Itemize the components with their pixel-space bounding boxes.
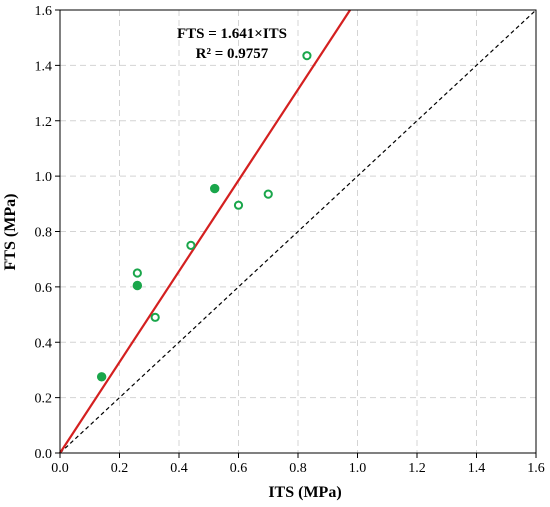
y-tick-label-2: 0.4 <box>35 336 53 351</box>
regression-line-layer <box>59 9 351 454</box>
filled-point-0 <box>96 372 107 382</box>
open-point-3 <box>233 200 244 210</box>
y-tick-label-0: 0.0 <box>35 447 53 462</box>
x-tick-label-6: 1.2 <box>408 461 426 476</box>
r-squared-label: R² = 0.9757 <box>196 46 269 62</box>
y-tick-label-7: 1.4 <box>35 59 53 74</box>
regression-equation: FTS = 1.641×ITS <box>177 26 287 42</box>
y-axis-label: FTS (MPa) <box>2 194 19 271</box>
y-tick-label-6: 1.2 <box>35 115 53 130</box>
y-tick-label-5: 1.0 <box>35 170 53 185</box>
x-tick-label-5: 1.0 <box>349 461 367 476</box>
x-tick-label-4: 0.8 <box>289 461 307 476</box>
x-tick-label-7: 1.4 <box>468 461 486 476</box>
axis-ticks <box>55 9 537 458</box>
y-tick-labels: 0.0 0.2 0.4 0.6 0.8 1.0 1.2 1.4 1.6 <box>35 4 53 462</box>
x-tick-label-2: 0.4 <box>170 461 188 476</box>
regression-line <box>59 9 351 454</box>
reference-line <box>59 9 537 454</box>
x-tick-label-3: 0.6 <box>230 461 248 476</box>
data-points <box>96 51 312 382</box>
y-tick-label-4: 0.8 <box>35 226 53 241</box>
x-tick-label-1: 0.2 <box>111 461 129 476</box>
filled-point-1 <box>132 280 143 291</box>
y-tick-label-8: 1.6 <box>35 4 53 19</box>
x-tick-label-0: 0.0 <box>51 461 69 476</box>
reference-line-layer <box>59 9 537 454</box>
x-axis-label: ITS (MPa) <box>268 484 341 501</box>
filled-point-2 <box>210 183 220 194</box>
open-point-5 <box>302 51 312 61</box>
x-tick-label-8: 1.6 <box>527 461 545 476</box>
y-tick-label-1: 0.2 <box>35 392 53 407</box>
open-point-0 <box>132 268 142 278</box>
open-point-1 <box>150 312 160 322</box>
y-tick-label-3: 0.6 <box>35 281 53 296</box>
open-point-2 <box>186 240 196 250</box>
x-tick-labels: 0.0 0.2 0.4 0.6 0.8 1.0 1.2 1.4 1.6 <box>51 461 545 476</box>
open-point-4 <box>263 189 273 199</box>
